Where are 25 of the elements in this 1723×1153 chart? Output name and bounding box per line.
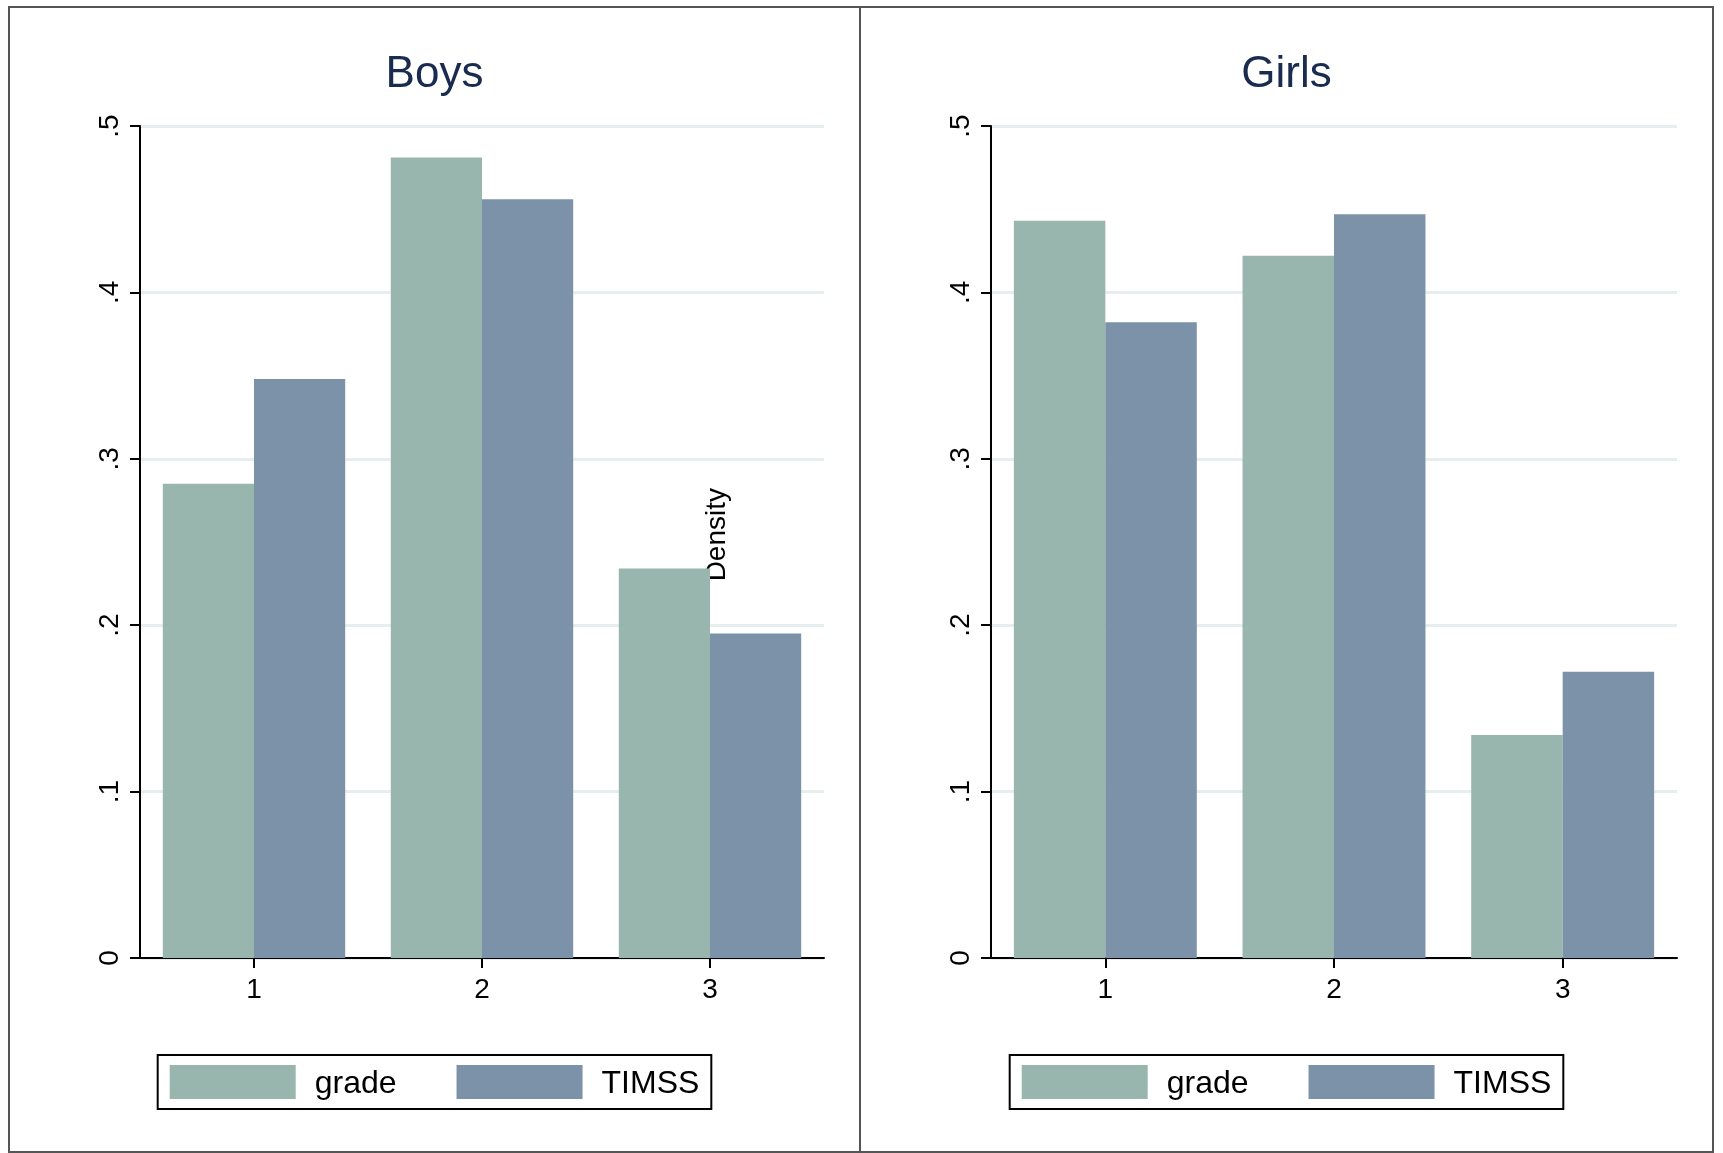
y-tick-label: .1	[943, 779, 975, 804]
x-tick-label: 3	[1554, 972, 1571, 1004]
legend-label: TIMSS	[1453, 1064, 1552, 1100]
legend-label: TIMSS	[601, 1064, 700, 1100]
y-tick-label: .3	[943, 447, 975, 471]
y-tick-label: .5	[943, 114, 975, 138]
y-tick-label: 0	[943, 950, 975, 966]
x-tick-label: 3	[702, 972, 718, 1004]
y-tick-label: .5	[92, 114, 124, 138]
chart-title: Girls	[1241, 46, 1332, 96]
y-tick-label: .1	[92, 779, 124, 804]
legend-label: grade	[1166, 1064, 1249, 1100]
y-tick-label: .2	[92, 613, 124, 637]
y-tick-label: .4	[943, 280, 975, 305]
x-tick-label: 1	[1097, 972, 1114, 1004]
legend-label: grade	[314, 1064, 397, 1100]
x-tick-label: 1	[246, 972, 262, 1004]
y-axis-title: Density	[699, 487, 731, 582]
x-tick-label: 2	[474, 972, 490, 1004]
y-tick-label: .3	[92, 447, 124, 471]
chart-title: Boys	[385, 46, 484, 96]
x-tick-label: 2	[1326, 972, 1342, 1004]
y-tick-label: 0	[92, 950, 124, 966]
y-tick-label: .4	[92, 280, 124, 305]
y-tick-label: .2	[943, 613, 975, 637]
